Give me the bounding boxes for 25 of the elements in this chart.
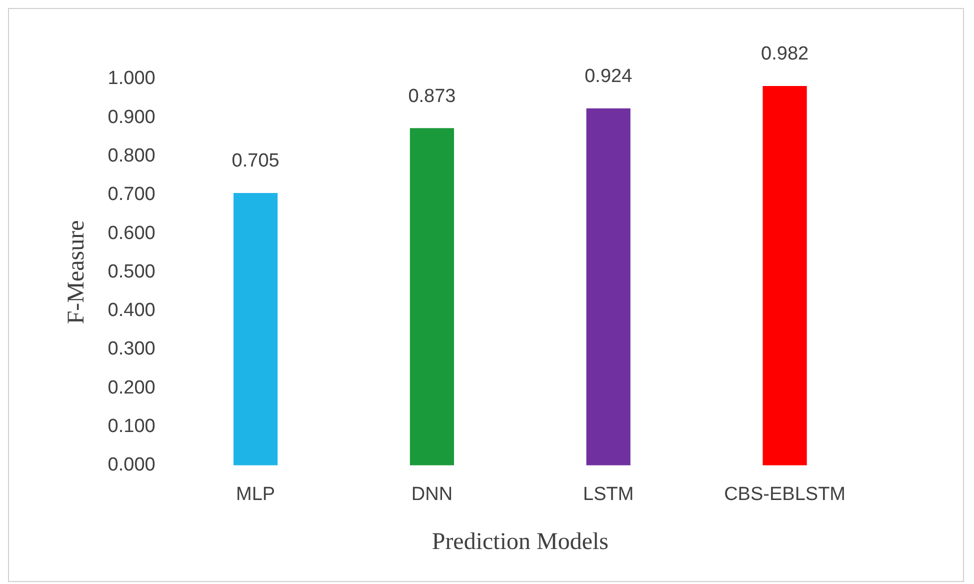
x-tick-label: LSTM (583, 484, 634, 506)
y-tick-label: 0.900 (108, 106, 156, 128)
data-label: 0.705 (232, 150, 280, 172)
bar (762, 86, 807, 466)
y-tick-label: 0.300 (108, 338, 156, 360)
data-label: 0.924 (584, 66, 633, 88)
bar (234, 192, 278, 466)
x-tick-label: CBS-EBLSTM (724, 484, 846, 506)
x-tick-label: DNN (411, 484, 453, 506)
y-tick-label: 0.500 (108, 261, 156, 282)
bar (586, 108, 630, 466)
data-label: 0.873 (408, 86, 456, 107)
x-axis-title: Prediction Models (432, 528, 608, 555)
y-tick-label: 0.200 (108, 377, 156, 398)
y-tick-label: 0.600 (108, 222, 156, 244)
y-tick-label: 0.000 (108, 454, 156, 476)
bar (410, 128, 454, 466)
y-tick-label: 0.100 (108, 416, 156, 437)
y-axis-title: F-Measure (64, 220, 90, 324)
y-tick-label: 0.700 (108, 184, 156, 206)
x-tick-label: MLP (236, 484, 276, 506)
data-label: 0.982 (761, 44, 809, 65)
y-tick-label: 1.000 (108, 68, 156, 90)
y-tick-label: 0.400 (108, 300, 156, 322)
y-tick-label: 0.800 (108, 146, 156, 167)
